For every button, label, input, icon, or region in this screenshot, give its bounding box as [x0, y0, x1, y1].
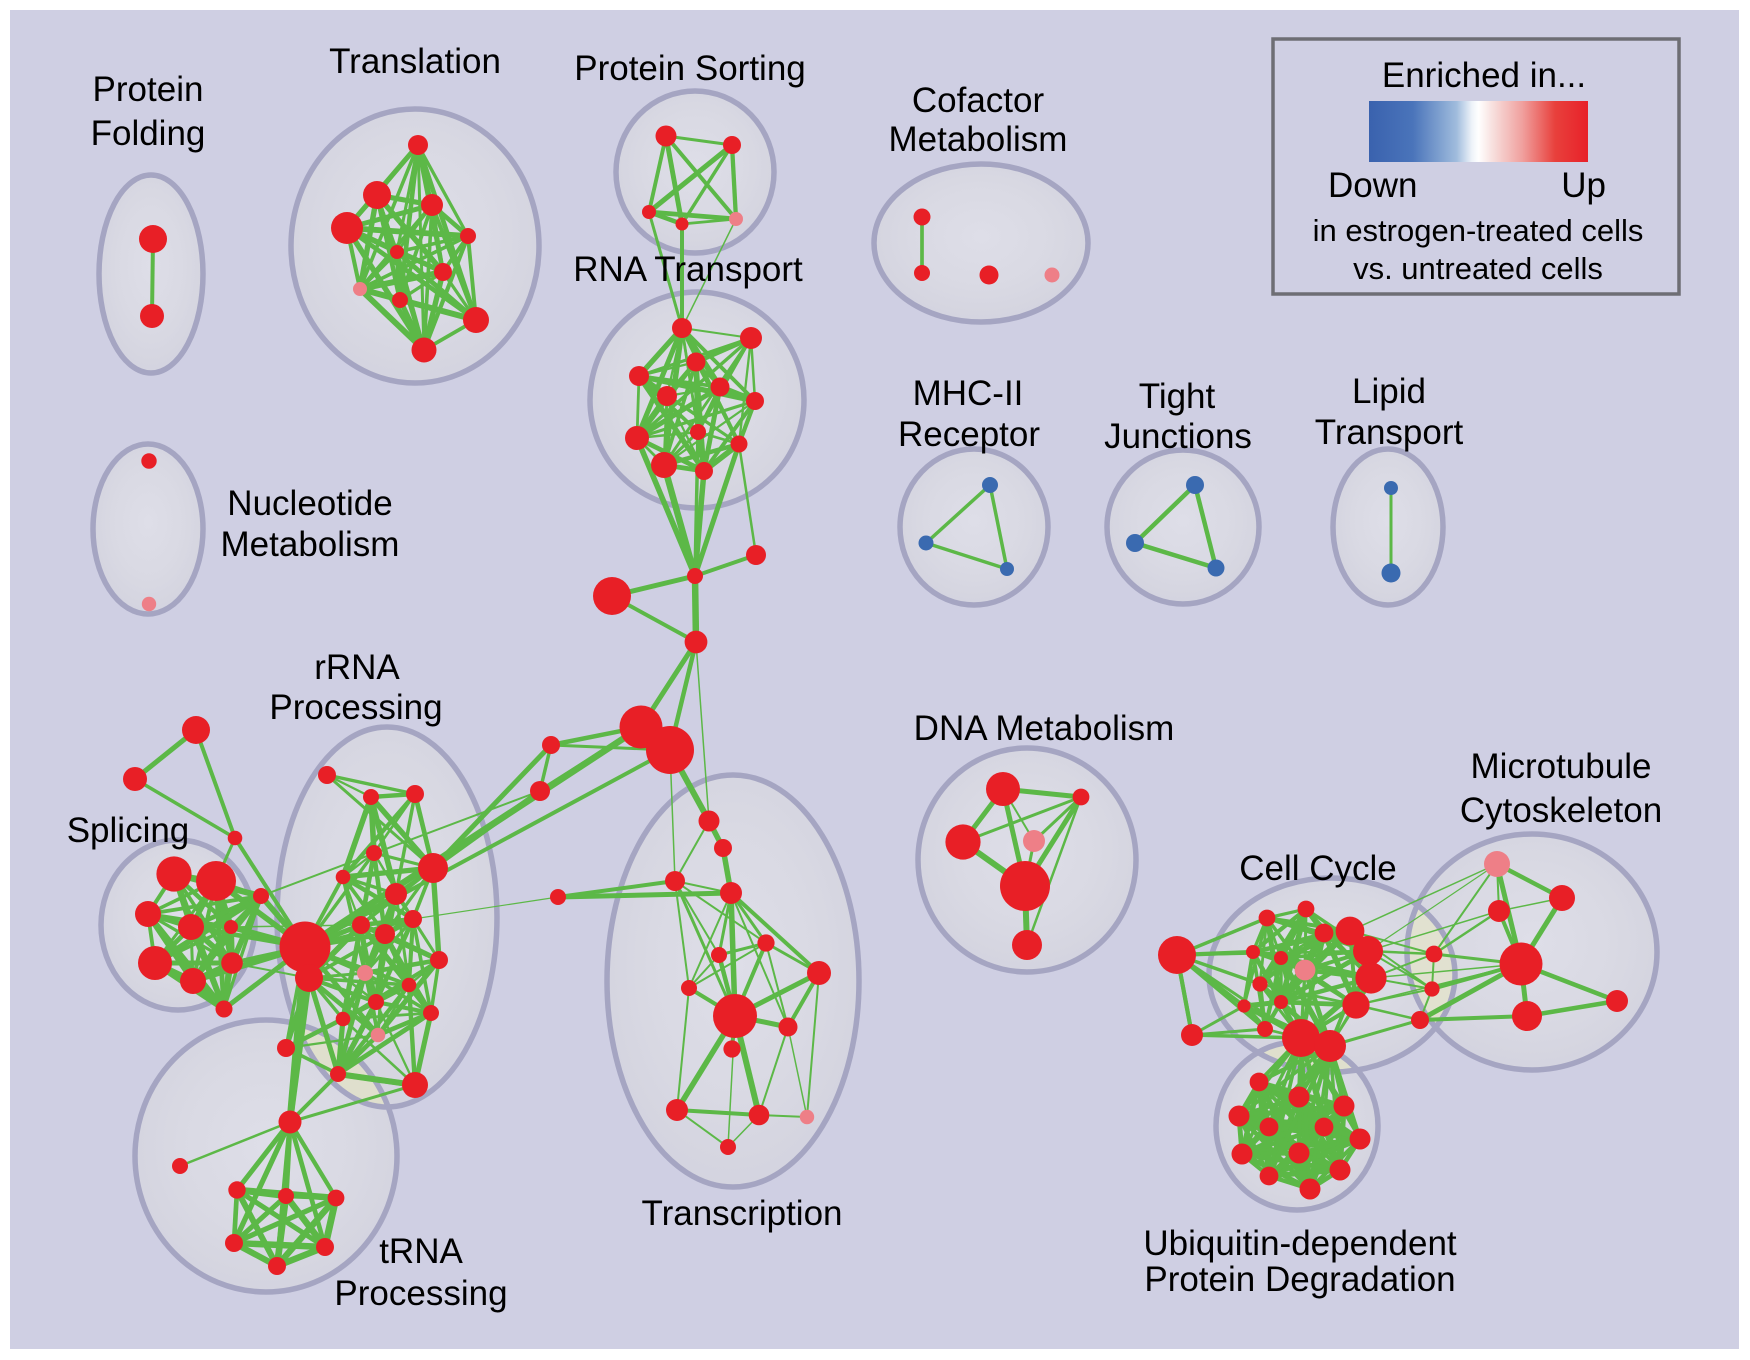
svg-text:Cell Cycle: Cell Cycle: [1239, 849, 1397, 888]
svg-text:DNA Metabolism: DNA Metabolism: [914, 709, 1175, 748]
svg-text:rRNA: rRNA: [314, 648, 400, 687]
svg-text:Nucleotide: Nucleotide: [227, 484, 392, 523]
svg-text:Receptor: Receptor: [898, 415, 1040, 454]
svg-text:Transcription: Transcription: [642, 1194, 843, 1233]
svg-text:Splicing: Splicing: [67, 811, 190, 850]
svg-text:Folding: Folding: [91, 114, 206, 153]
svg-text:RNA Transport: RNA Transport: [573, 250, 803, 289]
svg-text:Junctions: Junctions: [1104, 417, 1252, 456]
svg-text:Microtubule: Microtubule: [1471, 747, 1652, 786]
svg-text:Cofactor: Cofactor: [912, 81, 1045, 120]
svg-text:Protein Degradation: Protein Degradation: [1144, 1260, 1455, 1299]
svg-text:Cytoskeleton: Cytoskeleton: [1460, 791, 1662, 830]
svg-text:Up: Up: [1561, 166, 1606, 205]
svg-text:Ubiquitin-dependent: Ubiquitin-dependent: [1143, 1224, 1457, 1263]
svg-text:Down: Down: [1328, 166, 1417, 205]
svg-text:Tight: Tight: [1139, 377, 1216, 416]
svg-text:Metabolism: Metabolism: [889, 120, 1068, 159]
svg-text:Transport: Transport: [1315, 413, 1464, 452]
svg-text:Protein: Protein: [93, 70, 204, 109]
svg-text:Processing: Processing: [269, 688, 442, 727]
svg-text:in estrogen-treated cells: in estrogen-treated cells: [1313, 213, 1644, 248]
svg-text:Translation: Translation: [329, 42, 501, 81]
svg-text:Processing: Processing: [334, 1274, 507, 1313]
svg-text:tRNA: tRNA: [379, 1232, 463, 1271]
svg-text:Protein Sorting: Protein Sorting: [574, 49, 806, 88]
svg-text:Enriched in...: Enriched in...: [1382, 56, 1586, 95]
svg-text:vs. untreated cells: vs. untreated cells: [1353, 251, 1603, 286]
svg-text:Lipid: Lipid: [1352, 372, 1426, 411]
svg-text:MHC-II: MHC-II: [913, 374, 1024, 413]
svg-text:Metabolism: Metabolism: [221, 525, 400, 564]
